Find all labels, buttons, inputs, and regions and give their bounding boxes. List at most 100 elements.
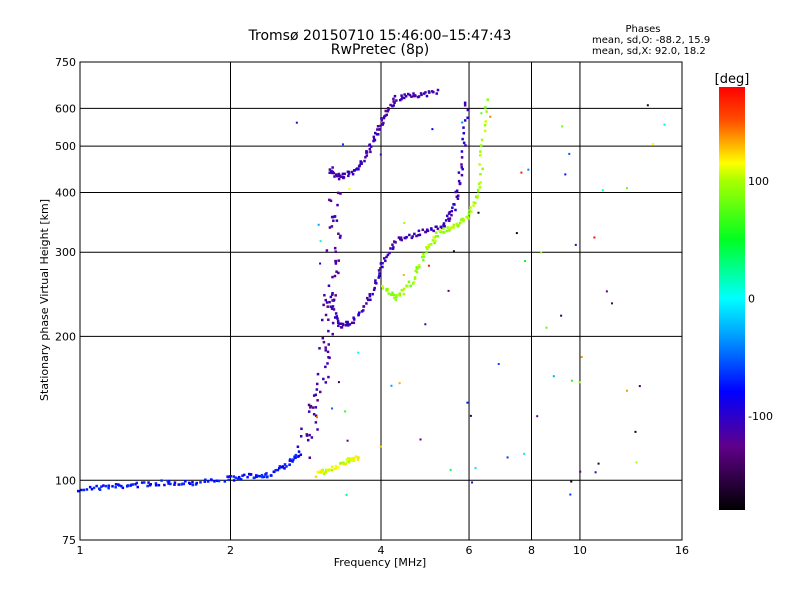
data-point [344,463,348,466]
data-point [424,91,427,94]
noise-point [452,250,455,253]
noise-point [569,493,572,496]
data-point [392,97,395,101]
data-point [342,176,346,179]
data-point [365,302,368,305]
data-point [424,230,428,234]
noise-point [593,236,596,239]
data-point [421,255,424,259]
data-point [104,484,108,488]
data-point [430,90,434,93]
data-point [288,463,291,466]
noise-point [474,467,477,470]
data-point [417,264,421,267]
data-point [334,312,338,315]
data-point [352,321,356,325]
noise-point [605,290,608,293]
data-point [337,172,341,176]
data-point [90,487,94,491]
data-point [428,91,431,94]
data-point [232,479,236,482]
chart-title: Tromsø 20150710 15:46:00–15:47:43 [248,28,512,44]
data-point [333,246,337,250]
data-point [412,94,415,98]
data-point [351,172,355,176]
data-point [213,480,216,483]
data-point [328,171,331,174]
data-point [236,477,240,480]
data-point [335,315,339,318]
data-point [426,247,429,251]
data-point [393,296,396,300]
noise-point [527,168,530,171]
data-point [480,138,484,142]
data-point [285,465,288,468]
y-tick-label: 200 [55,330,76,343]
data-point [80,488,83,492]
data-point [328,198,331,202]
data-point [353,169,356,172]
data-point [365,296,369,300]
data-point [363,159,366,163]
data-point [478,186,482,189]
data-point [331,332,334,336]
data-point [398,98,402,102]
data-point [351,457,354,460]
data-point [430,228,433,231]
data-point [307,403,311,407]
noise-point [337,381,340,384]
data-point [154,482,158,485]
data-point [169,482,172,486]
data-point [458,182,462,186]
data-point [265,472,268,475]
data-point [389,247,392,250]
data-point [391,104,394,108]
data-point [357,168,360,171]
data-point [479,172,482,176]
data-point [333,175,336,178]
data-point [320,471,323,474]
data-point [417,229,421,233]
data-point [463,103,467,107]
data-point [335,219,339,222]
data-point [239,478,243,481]
data-point [342,462,345,466]
data-point [326,305,329,308]
noise-point [564,173,567,176]
data-point [371,292,374,296]
data-point [455,189,459,192]
data-point [258,474,262,478]
data-point [334,173,338,176]
data-point [329,199,333,203]
data-point [459,221,462,225]
data-point [392,240,396,243]
data-point [380,117,383,120]
data-point [184,480,187,483]
data-point [369,298,372,302]
data-point [330,468,334,472]
data-point [360,161,363,164]
data-point [331,275,334,279]
data-point [246,475,249,479]
data-point [328,300,331,304]
data-point [390,293,393,297]
data-point [173,483,176,486]
data-point [481,167,484,171]
data-point [479,181,482,184]
data-point [411,235,414,238]
data-point [462,218,465,221]
data-point [368,143,372,146]
data-point [391,243,394,246]
data-point [347,170,351,174]
data-point [114,483,118,486]
data-point [456,194,460,197]
data-point [181,482,185,486]
noise-point [580,356,583,359]
noise-point [570,379,573,382]
data-point [263,475,266,479]
data-point [107,484,111,487]
data-point [436,234,439,238]
data-point [288,458,292,461]
data-point [331,291,334,295]
